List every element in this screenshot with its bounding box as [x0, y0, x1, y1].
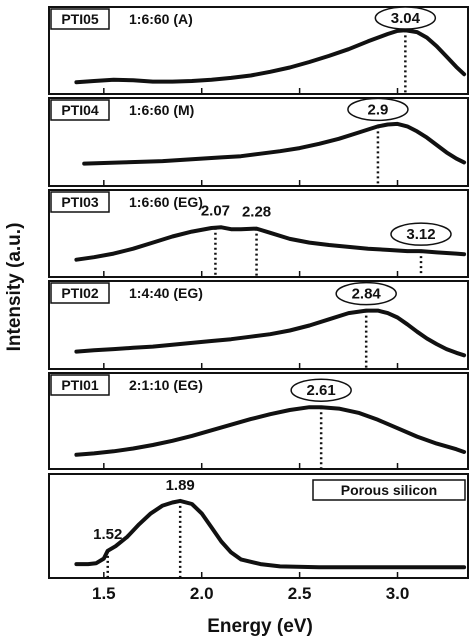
peak-label: 2.84 — [352, 286, 382, 303]
sample-label-box — [50, 282, 110, 304]
spectrum-line — [74, 498, 467, 570]
spectrum-line — [82, 121, 467, 166]
panel-frame — [48, 6, 469, 95]
peak-label: 2.07 — [201, 203, 230, 220]
sample-label: PTI03 — [61, 194, 99, 210]
sample-label: PTI02 — [61, 285, 99, 301]
peak-label-ellipse — [374, 6, 437, 30]
sample-label-box — [50, 8, 110, 30]
peak-label: 2.9 — [368, 101, 389, 118]
panel-frame — [48, 280, 469, 370]
panel-frame — [48, 372, 469, 470]
panel-frame — [48, 189, 469, 278]
x-tick-label: 1.5 — [92, 584, 116, 603]
panel-frame — [48, 97, 469, 187]
ratio-label: 1:6:60 (EG) — [129, 194, 203, 210]
sample-label-box — [312, 479, 466, 501]
peak-label-ellipse — [335, 281, 397, 306]
x-tick-label: 3.0 — [386, 584, 410, 603]
x-axis: 1.5 2.0 2.5 3.0 — [92, 584, 409, 603]
spectrum-line — [74, 405, 467, 457]
spectrum-line — [74, 28, 467, 85]
sample-label: PTI05 — [61, 11, 99, 27]
sample-label: Porous silicon — [341, 482, 437, 498]
peak-label: 3.12 — [406, 226, 435, 243]
peak-label: 3.04 — [391, 10, 421, 27]
y-axis-label: Intensity (a.u.) — [4, 223, 25, 352]
spectrum-line — [74, 225, 467, 262]
ratio-label: 1:4:40 (EG) — [129, 285, 203, 301]
ratio-label: 1:6:60 (M) — [129, 102, 194, 118]
ratio-label: 1:6:60 (A) — [129, 11, 193, 27]
sample-label-box — [50, 191, 110, 213]
peak-label: 2.28 — [242, 204, 271, 221]
panel-1: 3.04 PTI05 1:6:60 (A) — [48, 6, 469, 95]
peak-label: 2.61 — [307, 382, 336, 399]
panel-6: 1.52 1.89 Porous silicon — [48, 473, 469, 579]
sample-label: PTI04 — [61, 102, 99, 118]
x-tick-label: 2.5 — [288, 584, 312, 603]
panel-3: 2.07 2.28 3.12 PTI03 1:6:60 (EG) — [48, 189, 469, 278]
peak-label: 1.89 — [166, 477, 195, 494]
peak-label-ellipse — [390, 222, 452, 246]
x-tick-label: 2.0 — [190, 584, 214, 603]
x-axis-label: Energy (eV) — [207, 616, 313, 637]
sample-label: PTI01 — [61, 377, 99, 393]
panels-group: 3.04 PTI05 1:6:60 (A) 2.9 PTI04 1:6:60 (M) 2.0… — [48, 6, 469, 579]
peak-label-ellipse — [290, 378, 352, 402]
peak-label: 1.52 — [93, 526, 122, 543]
panel-frame — [48, 473, 469, 579]
peak-label-ellipse — [347, 97, 409, 122]
sample-label-box — [50, 99, 110, 121]
panel-2: 2.9 PTI04 1:6:60 (M) — [48, 97, 469, 187]
panel-4: 2.84 PTI02 1:4:40 (EG) — [48, 280, 469, 370]
ratio-label: 2:1:10 (EG) — [129, 377, 203, 393]
panel-5: 2.61 PTI01 2:1:10 (EG) — [48, 372, 469, 470]
spectrum-line — [74, 308, 467, 358]
sample-label-box — [50, 374, 110, 396]
